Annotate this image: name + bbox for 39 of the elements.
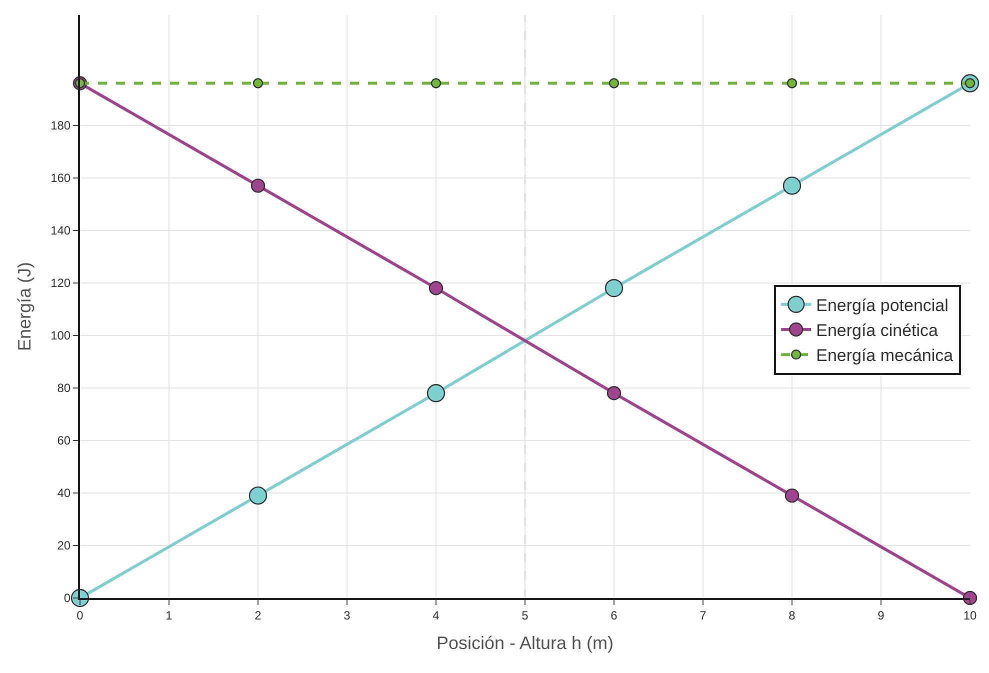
y-tick-label: 160 (50, 171, 71, 186)
x-tick-label: 9 (878, 608, 885, 622)
x-tick-label: 7 (700, 608, 707, 622)
y-tick-label: 20 (57, 538, 71, 553)
point (786, 78, 798, 88)
legend-label: Energía mecánica (816, 346, 954, 366)
y-tick-label: 140 (50, 224, 71, 238)
y-tick-label: 40 (57, 486, 71, 500)
y-tick-label: 80 (57, 381, 71, 396)
x-tick-label: 0 (76, 608, 84, 622)
y-axis-title: Energía (J) (14, 262, 34, 352)
point (252, 78, 264, 88)
point (428, 281, 444, 296)
point (426, 384, 446, 402)
point (608, 78, 620, 88)
x-tick-label: 6 (610, 608, 618, 622)
y-tick-label: 0 (64, 591, 71, 606)
x-tick-label: 4 (432, 608, 440, 622)
legend-label: Energía potencial (816, 296, 948, 315)
point (604, 279, 624, 298)
point (784, 488, 800, 503)
x-tick-label: 2 (254, 608, 262, 622)
y-tick-label: 100 (50, 328, 71, 343)
point (250, 178, 266, 193)
x-tick-label: 5 (522, 608, 529, 622)
point (606, 386, 622, 400)
legend-label: Energía cinética (816, 321, 939, 340)
point (962, 590, 978, 606)
x-tick-label: 3 (344, 608, 351, 622)
x-tick-label: 1 (166, 608, 173, 622)
point (248, 486, 268, 505)
x-tick-label: 10 (963, 608, 977, 622)
y-tick-label: 60 (57, 434, 71, 448)
y-tick-label: 120 (50, 276, 71, 290)
point (782, 176, 802, 195)
x-tick-label: 8 (788, 608, 796, 622)
x-axis-title: Posición - Altura h (m) (436, 633, 614, 653)
y-tick-label: 180 (50, 118, 71, 132)
point (430, 78, 442, 88)
